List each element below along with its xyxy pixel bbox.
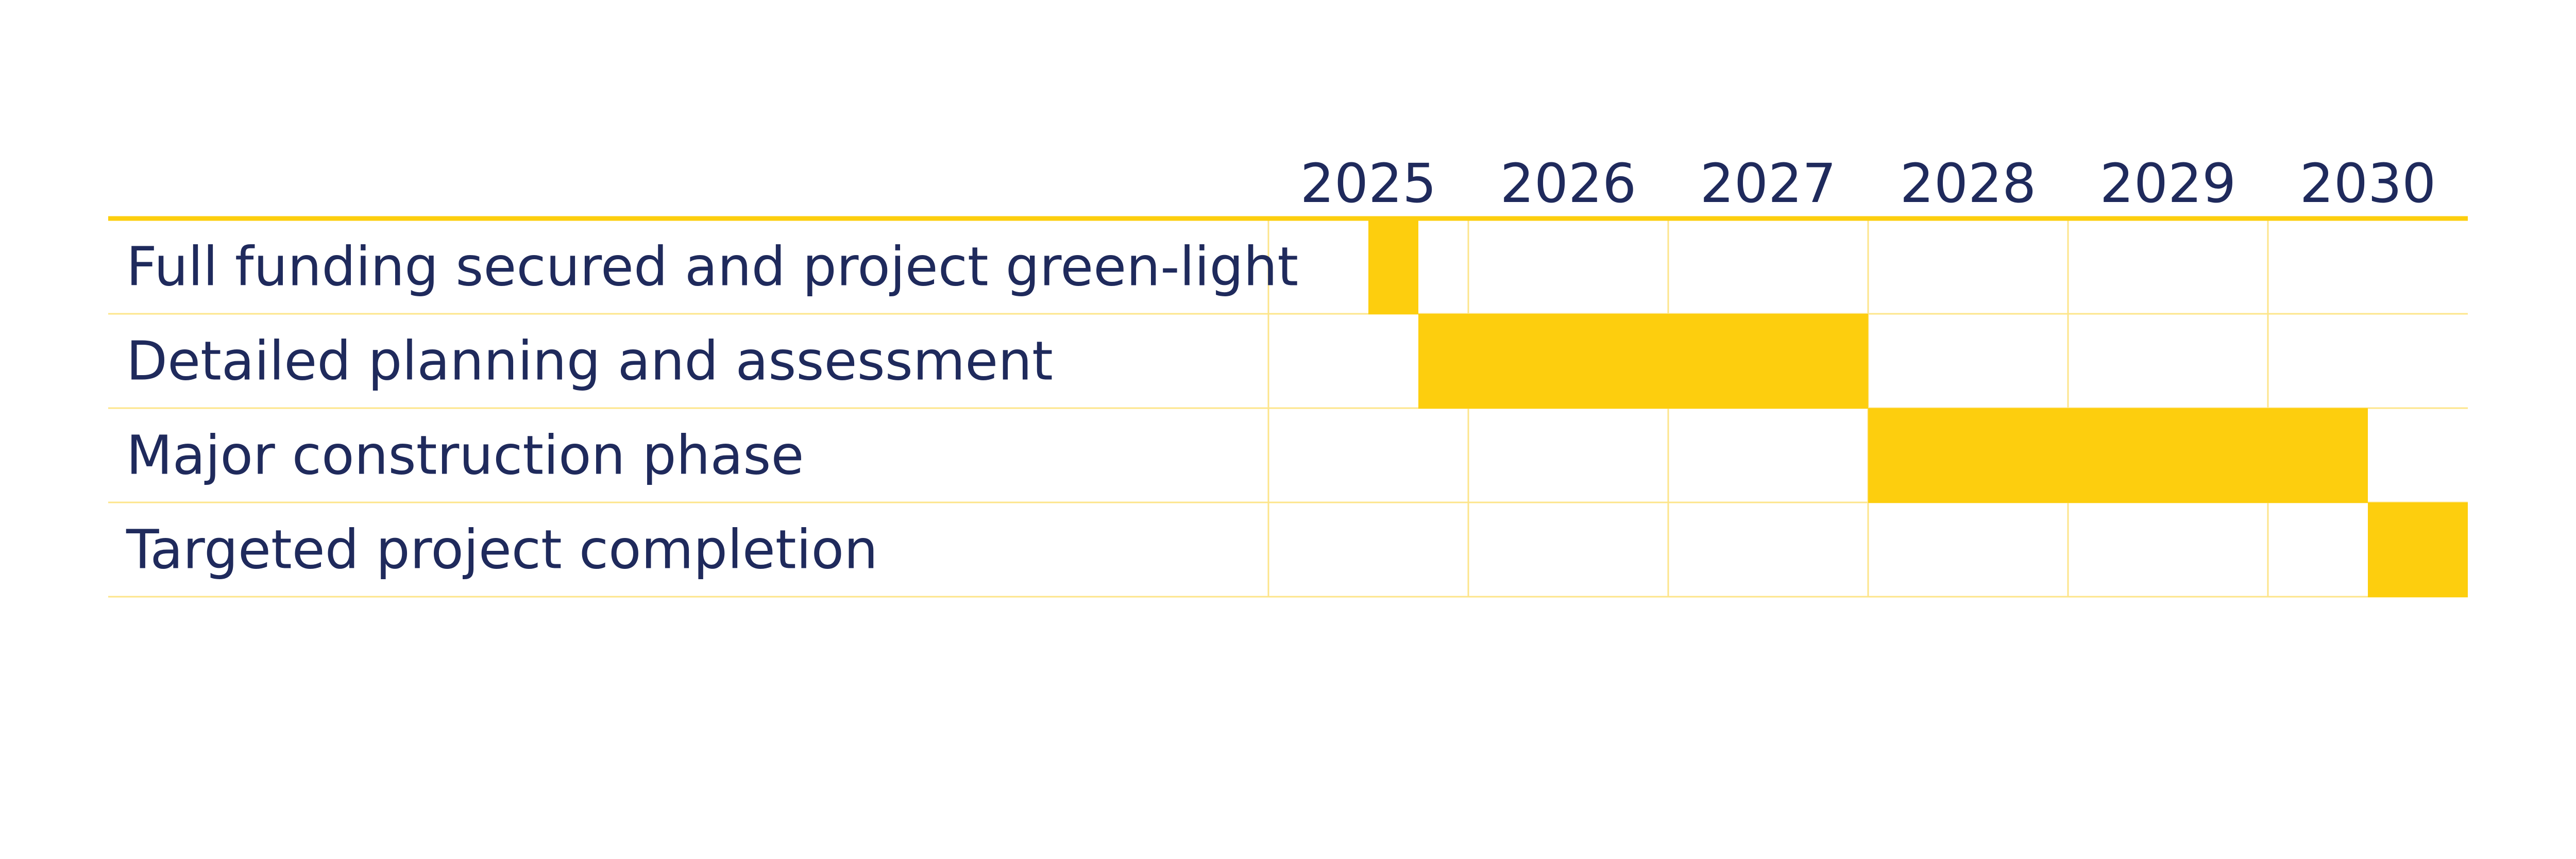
year-label-2029: 2029 xyxy=(2100,152,2236,215)
task-bar xyxy=(1418,314,1868,409)
year-label-2028: 2028 xyxy=(1900,152,2037,215)
task-bar xyxy=(1368,220,1418,314)
task-label: Full funding secured and project green-l… xyxy=(126,235,1298,298)
task-labels: Full funding secured and project green-l… xyxy=(126,235,1298,581)
task-bars xyxy=(1368,220,2468,597)
task-bar xyxy=(2368,502,2468,597)
task-label: Major construction phase xyxy=(126,424,804,487)
year-label-2026: 2026 xyxy=(1500,152,1637,215)
task-label: Targeted project completion xyxy=(126,518,878,581)
task-bar xyxy=(1868,408,2368,503)
year-label-2030: 2030 xyxy=(2300,152,2436,215)
year-label-2027: 2027 xyxy=(1700,152,1837,215)
year-header: 2025 2026 2027 2028 2029 2030 xyxy=(108,152,2468,221)
task-label: Detailed planning and assessment xyxy=(126,330,1053,393)
year-label-2025: 2025 xyxy=(1300,152,1437,215)
